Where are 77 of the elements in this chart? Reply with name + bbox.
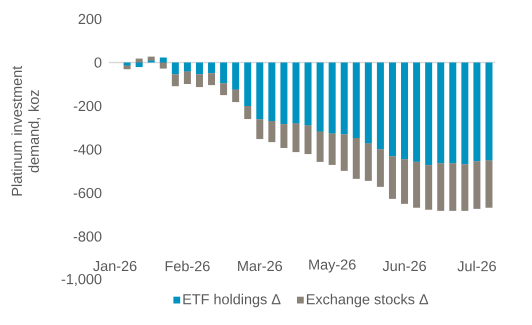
x-tick-label: Jun-26 xyxy=(382,260,426,272)
bar xyxy=(172,62,179,74)
bar xyxy=(413,162,420,208)
y-tick-label: 0 xyxy=(94,57,102,68)
bar xyxy=(316,62,324,132)
bar xyxy=(124,62,131,66)
bar xyxy=(160,62,167,69)
bar xyxy=(280,124,288,148)
bar xyxy=(208,73,216,86)
bar xyxy=(364,62,372,144)
x-tick-label: Jan-26 xyxy=(93,260,136,272)
bar xyxy=(184,71,191,84)
y-tick-label: -200 xyxy=(74,100,102,112)
x-tick-label: Mar-26 xyxy=(238,260,282,272)
bar xyxy=(280,62,288,124)
bar xyxy=(196,62,203,74)
y-tick-label: -800 xyxy=(74,231,102,242)
bar xyxy=(220,62,228,84)
bar xyxy=(437,62,444,164)
bar xyxy=(244,62,252,106)
bar xyxy=(461,164,468,211)
bar xyxy=(124,66,131,70)
bar xyxy=(401,159,408,204)
bar xyxy=(425,62,432,166)
bar xyxy=(292,62,300,124)
bar xyxy=(208,62,216,74)
bar xyxy=(328,62,336,134)
bar xyxy=(232,62,240,90)
bar xyxy=(485,62,492,160)
bar xyxy=(268,121,276,142)
bar xyxy=(413,62,420,162)
bar xyxy=(292,123,300,152)
bar xyxy=(172,74,179,86)
bar xyxy=(364,143,372,181)
bar xyxy=(461,62,468,164)
bar xyxy=(449,163,456,211)
bar xyxy=(268,62,276,122)
bar xyxy=(256,119,264,140)
bar xyxy=(485,160,492,208)
bar xyxy=(449,62,456,164)
bar xyxy=(232,89,240,102)
y-tick-label: -1,000 xyxy=(62,274,102,286)
y-tick-label: -600 xyxy=(74,188,102,198)
bar xyxy=(352,138,360,179)
x-tick-label: Jul-26 xyxy=(457,260,496,272)
x-tick-label: Feb-26 xyxy=(166,260,210,272)
legend-label: Exchange stocks Δ xyxy=(306,294,428,308)
bar xyxy=(352,62,360,138)
bar xyxy=(184,62,191,72)
bar xyxy=(376,149,384,187)
bar xyxy=(473,161,480,209)
bar xyxy=(136,62,143,68)
bar xyxy=(340,134,348,171)
bar xyxy=(328,133,336,165)
bar xyxy=(401,62,408,160)
bar xyxy=(473,62,480,162)
bar xyxy=(136,58,143,62)
y-axis-title: Platinum investment demand, koz xyxy=(11,66,41,196)
bar xyxy=(388,62,396,156)
bar xyxy=(148,56,155,61)
y-tick-label: 200 xyxy=(78,14,102,24)
bar xyxy=(196,74,203,88)
bar xyxy=(256,62,264,120)
bar xyxy=(425,165,432,210)
bar xyxy=(244,106,252,120)
y-tick-label: -400 xyxy=(74,144,102,155)
bar xyxy=(160,57,167,62)
bar xyxy=(220,83,228,96)
bar xyxy=(437,163,444,211)
legend-label: ETF holdings Δ xyxy=(183,294,281,308)
x-tick-label: May-26 xyxy=(309,259,356,273)
bar xyxy=(304,125,312,154)
bar xyxy=(340,62,348,134)
bar xyxy=(304,62,312,126)
bar xyxy=(376,62,384,150)
bar xyxy=(388,156,396,199)
bar xyxy=(316,131,324,162)
